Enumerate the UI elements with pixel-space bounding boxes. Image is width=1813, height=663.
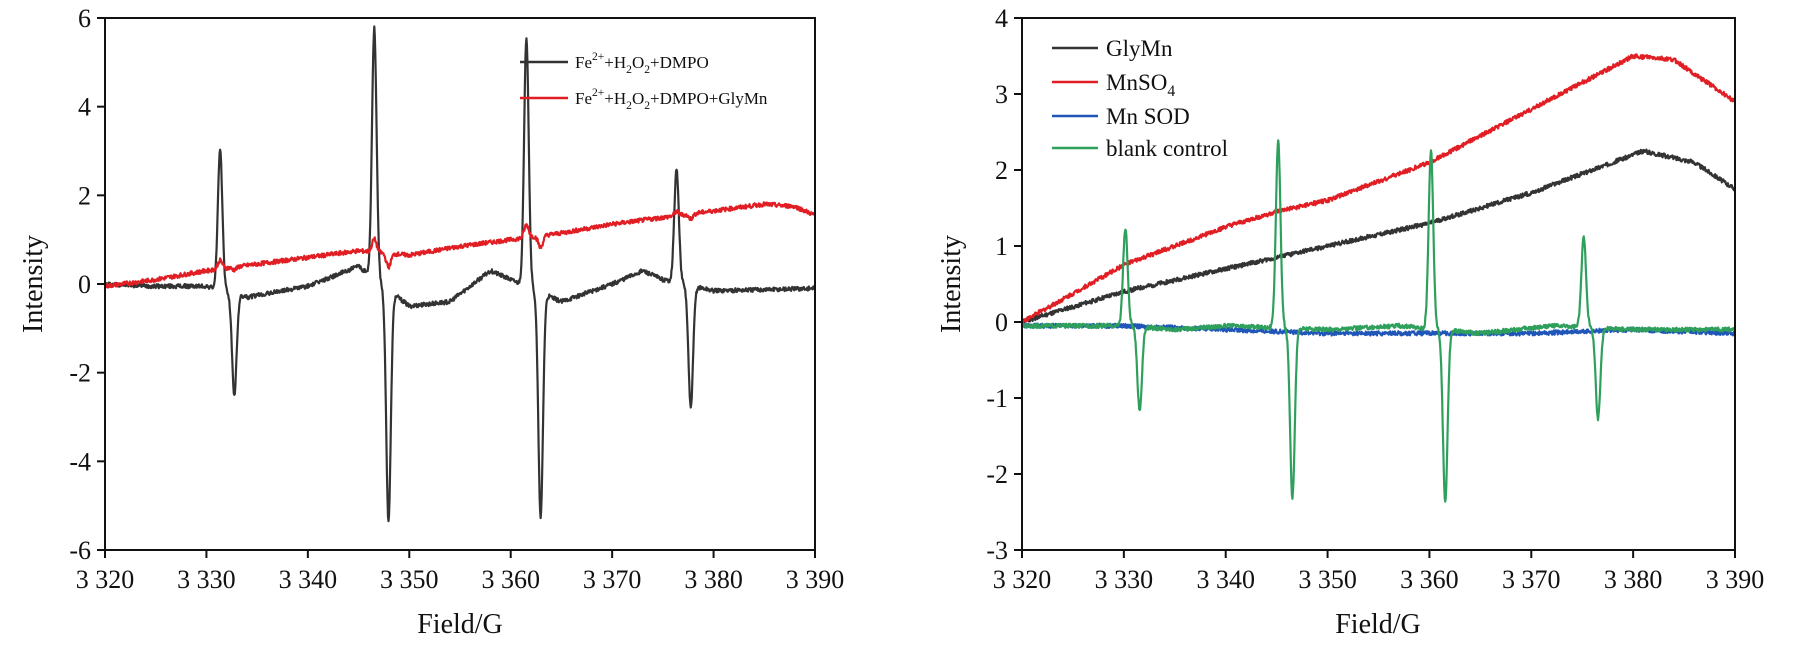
right-x-tick-label: 3 360 <box>1400 565 1459 594</box>
left-x-tick-label: 3 330 <box>177 565 236 594</box>
right-y-tick-label: 3 <box>995 80 1008 109</box>
right-x-tick-label: 3 350 <box>1298 565 1357 594</box>
right-x-tick-label: 3 370 <box>1502 565 1561 594</box>
left-y-tick-label: 6 <box>78 4 91 33</box>
legend-label-mn-sod: Mn SOD <box>1106 104 1190 129</box>
left-x-tick-label: 3 350 <box>380 565 439 594</box>
left-y-axis-title: Intensity <box>18 235 49 333</box>
right-x-tick-label: 3 390 <box>1706 565 1765 594</box>
left-x-tick-label: 3 340 <box>279 565 338 594</box>
right-x-tick-label: 3 320 <box>993 565 1052 594</box>
legend-label-fe-dmpo-glymn: Fe2++H2O2+DMPO+GlyMn <box>575 86 768 112</box>
left-y-tick-label: 0 <box>78 270 91 299</box>
left-series-line-0 <box>103 25 817 523</box>
right-x-axis: 3 320 3 330 3 340 3 350 3 360 3 370 3 380 3 390 <box>993 550 1765 594</box>
right-y-axis: -3 -2 -1 0 1 2 3 4 <box>986 4 1022 565</box>
left-x-tick-label: 3 320 <box>76 565 135 594</box>
left-y-tick-label: 4 <box>78 93 91 122</box>
left-y-tick-label: 2 <box>78 181 91 210</box>
left-x-tick-label: 3 360 <box>481 565 540 594</box>
left-series-line-1 <box>103 201 816 289</box>
left-legend: Fe2++H2O2+DMPO Fe2++H2O2+DMPO+GlyMn <box>520 50 768 112</box>
left-y-axis: -6 -4 -2 0 2 4 6 <box>69 4 105 565</box>
left-y-tick-label: -4 <box>69 447 91 476</box>
left-plot-area <box>103 25 817 523</box>
right-x-tick-label: 3 330 <box>1095 565 1154 594</box>
right-y-tick-label: -2 <box>986 460 1008 489</box>
right-x-axis-title: Field/G <box>1335 609 1421 640</box>
left-x-axis: 3 320 3 330 3 340 3 350 3 360 3 370 3 380 3 390 <box>76 550 845 594</box>
right-y-tick-label: 0 <box>995 308 1008 337</box>
right-series-line-0 <box>1020 148 1736 325</box>
right-x-tick-label: 3 340 <box>1196 565 1255 594</box>
right-y-tick-label: -3 <box>986 536 1008 565</box>
right-y-tick-label: 1 <box>995 232 1008 261</box>
legend-label-glymn: GlyMn <box>1106 36 1173 61</box>
left-x-tick-label: 3 370 <box>583 565 642 594</box>
left-x-tick-label: 3 380 <box>684 565 743 594</box>
right-legend: GlyMn MnSO4 Mn SOD blank control <box>1052 36 1228 161</box>
left-chart: -6 -4 -2 0 2 4 6 3 320 3 330 3 340 3 350 3 360 3 37… <box>18 4 844 640</box>
left-y-tick-label: -6 <box>69 536 91 565</box>
left-y-tick-label: -2 <box>69 359 91 388</box>
right-y-axis-title: Intensity <box>936 235 967 333</box>
right-x-tick-label: 3 380 <box>1604 565 1663 594</box>
right-y-tick-label: -1 <box>986 384 1008 413</box>
left-x-tick-label: 3 390 <box>786 565 845 594</box>
legend-label-fe-dmpo: Fe2++H2O2+DMPO <box>575 50 709 76</box>
right-series-line-3 <box>1020 139 1736 503</box>
left-x-axis-title: Field/G <box>417 609 503 640</box>
right-plot-frame <box>1021 17 1736 551</box>
right-series-line-1 <box>1020 53 1736 325</box>
legend-label-mnso4: MnSO4 <box>1106 70 1175 100</box>
legend-label-blank-control: blank control <box>1106 136 1228 161</box>
right-plot-area <box>1020 53 1737 503</box>
right-y-tick-label: 4 <box>995 4 1008 33</box>
right-y-tick-label: 2 <box>995 156 1008 185</box>
